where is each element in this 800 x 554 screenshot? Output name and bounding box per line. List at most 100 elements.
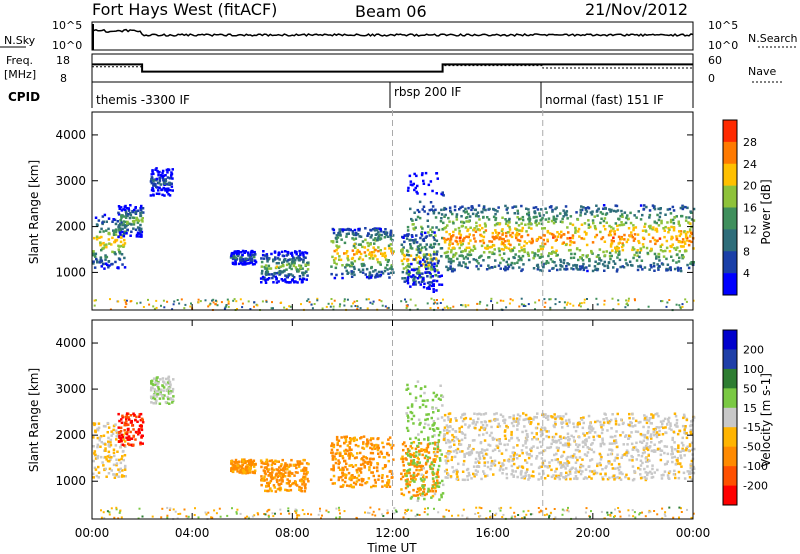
- scatter-cell: [272, 468, 276, 472]
- scatter-cell: [450, 260, 453, 263]
- scatter-cell: [433, 492, 437, 496]
- scatter-cell: [446, 459, 450, 463]
- clutter-cell: [162, 299, 165, 302]
- scatter-cell: [528, 240, 531, 243]
- clutter-cell: [626, 304, 629, 307]
- scatter-cell: [298, 479, 302, 482]
- scatter-cell: [474, 214, 478, 218]
- scatter-cell: [285, 465, 289, 468]
- scatter-cell: [370, 253, 374, 257]
- scatter-cell: [436, 447, 440, 451]
- scatter-cell: [609, 435, 613, 439]
- scatter-cell: [527, 217, 530, 221]
- scatter-cell: [236, 464, 240, 467]
- scatter-cell: [550, 475, 554, 479]
- clutter-cell: [147, 298, 149, 301]
- scatter-cell: [559, 258, 562, 261]
- scatter-cell: [611, 413, 614, 416]
- scatter-cell: [260, 265, 264, 268]
- scatter-cell: [458, 254, 461, 258]
- clutter-cell: [209, 302, 212, 305]
- scatter-cell: [287, 258, 290, 262]
- scatter-cell: [340, 238, 343, 241]
- scatter-cell: [302, 277, 306, 281]
- scatter-cell: [572, 256, 576, 259]
- scatter-cell: [95, 235, 99, 238]
- scatter-cell: [266, 470, 270, 473]
- scatter-cell: [690, 420, 693, 423]
- scatter-cell: [377, 249, 380, 253]
- scatter-cell: [571, 456, 575, 459]
- scatter-cell: [114, 238, 117, 242]
- scatter-cell: [516, 413, 520, 416]
- scatter-cell: [455, 213, 459, 216]
- scatter-cell: [634, 424, 637, 427]
- scatter-cell: [594, 260, 597, 263]
- scatter-cell: [93, 450, 97, 453]
- scatter-cell: [119, 206, 123, 209]
- scatter-cell: [350, 272, 353, 275]
- scatter-cell: [92, 476, 95, 479]
- scatter-cell: [455, 468, 458, 472]
- scatter-cell: [683, 240, 686, 244]
- scatter-cell: [352, 265, 356, 269]
- scatter-cell: [643, 436, 647, 439]
- scatter-cell: [564, 442, 567, 445]
- scatter-cell: [350, 261, 353, 264]
- scatter-cell: [538, 212, 541, 215]
- scatter-cell: [490, 425, 493, 429]
- scatter-cell: [526, 453, 529, 456]
- scatter-cell: [587, 226, 591, 229]
- scatter-cell: [493, 412, 496, 416]
- scatter-cell: [132, 208, 136, 212]
- scatter-cell: [657, 264, 661, 268]
- scatter-cell: [633, 233, 637, 236]
- scatter-cell: [679, 230, 683, 233]
- clutter-cell: [661, 300, 664, 303]
- scatter-cell: [523, 250, 526, 254]
- scatter-cell: [332, 464, 335, 467]
- scatter-cell: [543, 449, 547, 452]
- scatter-cell: [300, 486, 303, 490]
- scatter-cell: [359, 483, 362, 486]
- scatter-cell: [467, 220, 471, 223]
- scatter-cell: [509, 263, 513, 267]
- scatter-cell: [281, 279, 285, 282]
- scatter-cell: [94, 255, 97, 258]
- scatter-cell: [639, 218, 643, 221]
- scatter-cell: [663, 229, 666, 232]
- scatter-cell: [406, 281, 410, 285]
- scatter-cell: [446, 224, 449, 227]
- scatter-cell: [429, 261, 433, 264]
- scatter-cell: [681, 238, 685, 241]
- scatter-cell: [467, 242, 471, 245]
- scatter-cell: [112, 473, 116, 476]
- scatter-cell: [252, 459, 256, 462]
- scatter-cell: [440, 213, 444, 216]
- scatter-cell: [101, 262, 105, 266]
- scatter-cell: [690, 218, 694, 221]
- clutter-cell: [321, 307, 324, 310]
- scatter-cell: [522, 475, 525, 478]
- scatter-cell: [591, 219, 595, 222]
- scatter-cell: [122, 475, 125, 478]
- scatter-cell: [285, 275, 289, 279]
- scatter-cell: [650, 472, 653, 475]
- noise-right-tick-top: 10^5: [708, 19, 738, 32]
- scatter-cell: [530, 474, 533, 478]
- scatter-cell: [235, 257, 238, 261]
- scatter-cell: [272, 258, 275, 261]
- scatter-cell: [413, 240, 416, 243]
- scatter-cell: [333, 276, 337, 280]
- scatter-cell: [576, 477, 579, 480]
- scatter-cell: [494, 216, 498, 220]
- scatter-cell: [534, 221, 537, 224]
- scatter-cell: [432, 464, 436, 467]
- scatter-cell: [138, 413, 141, 416]
- scatter-cell: [239, 261, 243, 265]
- scatter-cell: [353, 456, 357, 460]
- scatter-cell: [409, 497, 413, 500]
- scatter-cell: [460, 264, 463, 268]
- scatter-cell: [551, 250, 555, 253]
